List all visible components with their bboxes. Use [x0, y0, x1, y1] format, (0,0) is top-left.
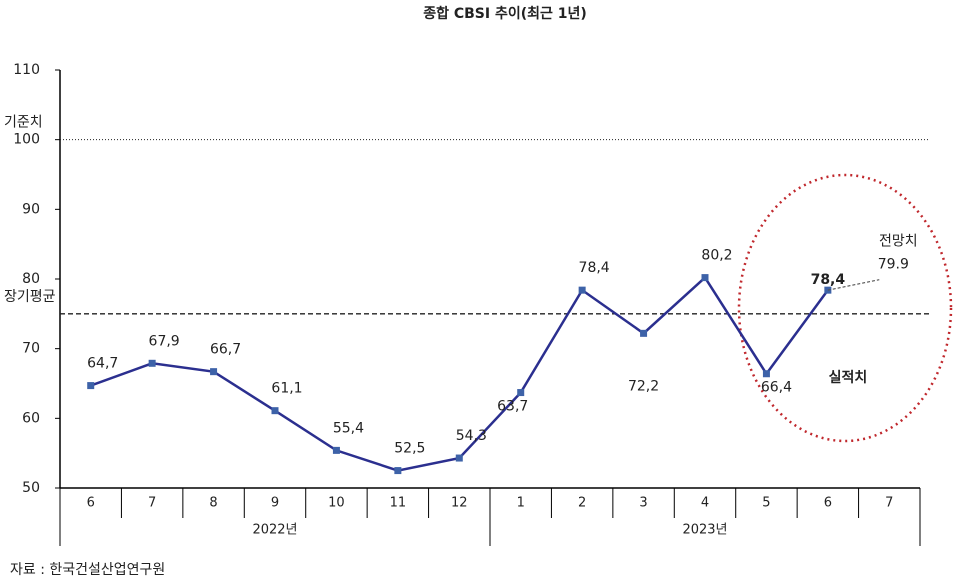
chart-title: 종합 CBSI 추이(최근 1년) [423, 5, 587, 22]
x-tick-label: 7 [148, 496, 156, 511]
value-label: 80,2 [701, 248, 732, 264]
data-point [762, 370, 770, 378]
data-point [271, 407, 279, 415]
forecast-line [827, 279, 880, 291]
data-point [701, 274, 709, 282]
series-name: 실적치 [829, 369, 868, 386]
x-tick-label: 6 [87, 496, 95, 511]
value-label: 52,5 [394, 441, 425, 457]
forecast-name: 전망치 [879, 234, 918, 250]
value-label: 72,2 [628, 378, 659, 394]
value-label: 66,7 [210, 342, 241, 358]
y-tick-label: 70 [22, 341, 40, 357]
value-label: 64,7 [87, 356, 118, 372]
x-tick-label: 4 [701, 496, 709, 511]
x-tick-label: 6 [824, 496, 832, 511]
x-tick-label: 9 [271, 496, 279, 511]
x-tick-label: 11 [390, 496, 407, 511]
data-point [394, 467, 402, 475]
x-tick-label: 8 [209, 496, 217, 511]
group-label: 2023년 [682, 523, 727, 538]
x-tick-label: 1 [517, 496, 525, 511]
data-point [332, 446, 340, 454]
y-tick-label: 110 [13, 62, 40, 78]
data-point [148, 359, 156, 367]
x-tick-label: 10 [328, 496, 345, 511]
reference-label: 기준치 [4, 115, 43, 131]
data-point [210, 368, 218, 376]
value-label: 78,4 [579, 260, 610, 276]
data-point [455, 454, 463, 462]
x-tick-label: 7 [885, 496, 893, 511]
data-point [640, 329, 648, 337]
data-point [87, 382, 95, 390]
value-label: 61,1 [271, 381, 302, 397]
y-tick-label: 80 [22, 271, 40, 287]
source: 자료 : 한국건설산업연구원 [10, 562, 165, 578]
value-label: 67,9 [149, 333, 180, 349]
x-tick-label: 5 [762, 496, 770, 511]
value-label: 54,3 [456, 428, 487, 444]
data-point [578, 286, 586, 294]
y-tick-label: 90 [22, 201, 40, 217]
group-label: 2022년 [252, 523, 297, 538]
x-tick-label: 2 [578, 496, 586, 511]
y-tick-label: 50 [22, 480, 40, 496]
x-tick-label: 3 [639, 496, 647, 511]
y-tick-label: 100 [13, 132, 40, 148]
data-point [517, 389, 525, 397]
highlight-ellipse [737, 173, 953, 443]
value-label: 63,7 [497, 399, 528, 415]
value-label: 66,4 [761, 380, 792, 396]
value-label: 78,4 [811, 272, 846, 288]
y-tick-label: 60 [22, 410, 40, 426]
x-tick-label: 12 [451, 496, 468, 511]
reference-label: 장기평균 [4, 289, 56, 305]
value-label: 55,4 [333, 420, 364, 436]
forecast-label: 79.9 [878, 257, 909, 273]
